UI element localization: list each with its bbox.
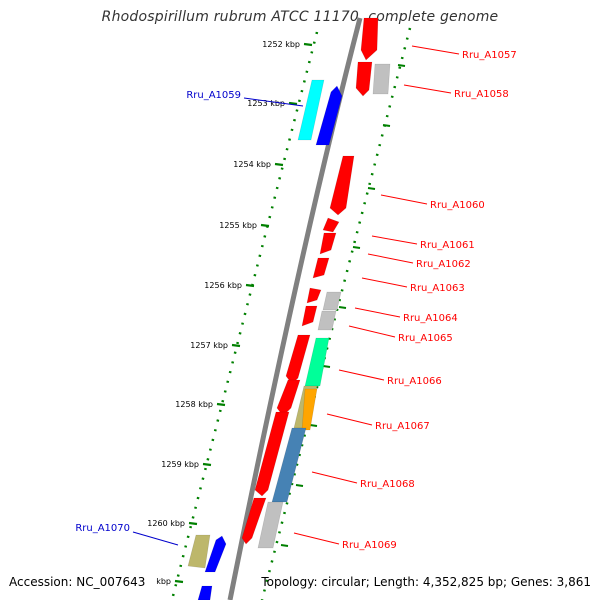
- outer-ring-ticks: [280, 64, 406, 547]
- kbp-tick: [245, 283, 255, 288]
- kbp-tick: [274, 162, 284, 167]
- genome-backbone: [227, 17, 363, 600]
- leader-line: [380, 194, 428, 205]
- gene-label: Rru_A1062: [416, 259, 471, 270]
- kbp-tick-marks: 1252 kbp 1253 kbp 1254 kbp 1255 kbp 1256 kbp…: [147, 40, 313, 586]
- leader-line: [132, 531, 179, 546]
- gene-arrow: [204, 535, 227, 573]
- leader-line: [354, 307, 401, 318]
- leader-line: [403, 84, 452, 94]
- gene-arrow: [285, 334, 311, 385]
- kbp-tick: [303, 42, 313, 47]
- gene-arrow: [322, 291, 342, 311]
- gene-label: Rru_A1066: [387, 376, 442, 387]
- kbp-tick: [202, 462, 212, 467]
- leader-line: [367, 253, 414, 264]
- gene-label: Rru_A1065: [398, 333, 453, 344]
- accession-text: Accession: NC_007643: [9, 575, 146, 589]
- leader-line: [371, 235, 418, 245]
- leader-line: [326, 413, 373, 426]
- gene-arrow: [372, 63, 391, 95]
- gene-label: Rru_A1057: [462, 50, 517, 61]
- gene-label: Rru_A1061: [420, 240, 475, 251]
- kbp-tick: [174, 579, 184, 584]
- gene-arrow: [301, 388, 318, 431]
- kbp-tick: [231, 343, 241, 348]
- gene-label: Rru_A1068: [360, 479, 415, 490]
- leader-line: [293, 532, 340, 545]
- kbp-tick-label: 1259 kbp: [161, 460, 199, 469]
- gene-arrow: [271, 427, 307, 503]
- kbp-tick: [260, 223, 270, 228]
- gene-arrow: [197, 585, 213, 600]
- gene-arrow: [322, 217, 340, 233]
- kbp-tick: [188, 521, 198, 526]
- topology-text: Topology: circular; Length: 4,352,825 bp…: [261, 575, 591, 589]
- kbp-tick-label: 1255 kbp: [219, 221, 257, 230]
- leader-line: [348, 325, 396, 338]
- kbp-tick-label: 1257 kbp: [190, 341, 228, 350]
- gene-label: Rru_A1067: [375, 421, 430, 432]
- kbp-tick-label: 1254 kbp: [233, 160, 271, 169]
- gene-arrow: [317, 310, 337, 331]
- gene-label: Rru_A1059: [186, 90, 241, 101]
- leader-line: [338, 369, 385, 381]
- leader-line: [243, 97, 304, 107]
- gene-arrow: [304, 337, 330, 387]
- gene-arrow: [315, 85, 343, 146]
- leader-line: [311, 471, 358, 484]
- gene-arrow: [355, 61, 373, 97]
- gene-arrow: [312, 257, 330, 279]
- gene-arrow: [257, 501, 284, 549]
- gene-arrow: [306, 287, 322, 304]
- gene-arrow: [319, 232, 337, 255]
- kbp-tick: [288, 101, 298, 106]
- gene-label: Rru_A1064: [403, 313, 458, 324]
- kbp-tick-label: 1260 kbp: [147, 519, 185, 528]
- gene-arrow: [360, 17, 379, 61]
- gene-arrow: [276, 379, 301, 417]
- kbp-tick-label: 1253 kbp: [247, 99, 285, 108]
- gene-label: Rru_A1070: [75, 523, 130, 534]
- label-leader-lines: [132, 45, 460, 546]
- gene-label: Rru_A1060: [430, 200, 485, 211]
- leader-line: [411, 45, 460, 55]
- kbp-tick-label: 1258 kbp: [175, 400, 213, 409]
- gene-arrow: [329, 155, 355, 216]
- kbp-tick-label: 1252 kbp: [262, 40, 300, 49]
- gene-arrow: [254, 411, 290, 497]
- gene-arrow: [301, 305, 318, 327]
- gene-arrow: [297, 79, 325, 141]
- gene-features: [187, 17, 391, 600]
- kbp-tick-label: 1256 kbp: [204, 281, 242, 290]
- gene-arrow: [241, 497, 267, 545]
- gene-labels: Rru_A1057 Rru_A1058 Rru_A1059 Rru_A1060 Rru_…: [75, 50, 516, 551]
- leader-line: [361, 277, 408, 288]
- gene-label: Rru_A1058: [454, 89, 509, 100]
- kbp-tick: [216, 402, 226, 407]
- inner-tick-ring: [170, 31, 319, 600]
- gene-label: Rru_A1069: [342, 540, 397, 551]
- map-title: Rhodospirillum rubrum ATCC 11170, comple…: [101, 9, 499, 25]
- gene-label: Rru_A1063: [410, 283, 465, 294]
- kbp-tick-label: kbp: [156, 577, 171, 586]
- gene-arrow: [187, 534, 211, 569]
